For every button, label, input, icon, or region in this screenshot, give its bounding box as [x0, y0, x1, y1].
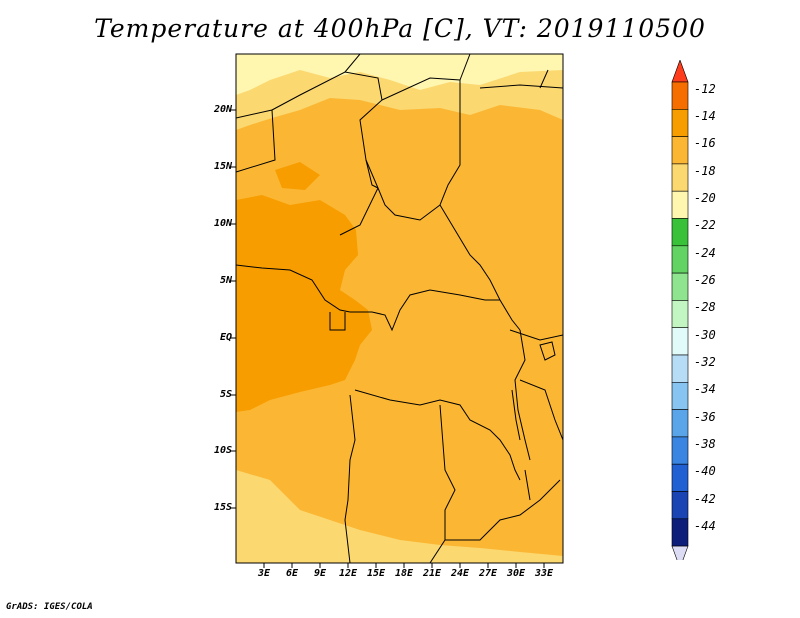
- lat-label: 15S: [213, 502, 232, 513]
- lon-label: 18E: [394, 568, 414, 579]
- lat-label: 5S: [219, 389, 232, 400]
- colorbar-label: -44: [694, 519, 716, 533]
- colorbar-label: -36: [694, 410, 716, 424]
- colorbar-label: -26: [694, 273, 716, 287]
- footer-credit: GrADS: IGES/COLA: [6, 602, 93, 612]
- map-frame: [235, 53, 564, 564]
- lon-label: 33E: [534, 568, 554, 579]
- colorbar-label: -28: [694, 300, 716, 314]
- temp-band-14-west: [236, 195, 372, 412]
- colorbar-segment: [671, 409, 689, 438]
- lat-label: 5N: [219, 275, 232, 286]
- lon-label: 30E: [506, 568, 526, 579]
- colorbar-label: -12: [694, 82, 716, 96]
- lon-label: 21E: [422, 568, 442, 579]
- colorbar-label: -22: [694, 218, 716, 232]
- lon-label: 15E: [366, 568, 386, 579]
- colorbar-segment: [671, 81, 689, 110]
- lakes: [511, 341, 556, 501]
- colorbar-segment: [671, 163, 689, 192]
- colorbar-label: -40: [694, 464, 716, 478]
- lon-tick-marks: [263, 563, 545, 568]
- colorbar-label: -18: [694, 164, 716, 178]
- lon-label: 3E: [257, 568, 271, 579]
- colorbar-segment: [671, 436, 689, 465]
- colorbar-segment: [671, 136, 689, 165]
- colorbar-bottom-arrow: [671, 545, 689, 560]
- lat-tick-marks: [230, 109, 236, 509]
- colorbar-label: -14: [694, 109, 716, 123]
- lat-label: 20N: [213, 104, 232, 115]
- colorbar-segment: [671, 463, 689, 492]
- colorbar-label: -24: [694, 246, 716, 260]
- colorbar-segment: [671, 354, 689, 383]
- colorbar-segment: [671, 518, 689, 547]
- colorbar-label: -34: [694, 382, 716, 396]
- colorbar-segment: [671, 218, 689, 247]
- country-borders: [236, 54, 563, 563]
- colorbar-segment: [671, 491, 689, 520]
- temp-band-20-north: [236, 54, 563, 95]
- colorbar-label: -16: [694, 136, 716, 150]
- lon-label: 24E: [450, 568, 470, 579]
- colorbar-segment: [671, 327, 689, 356]
- colorbar-top-arrow: [671, 60, 689, 83]
- lat-label: EQ: [219, 332, 232, 343]
- colorbar-label: -38: [694, 437, 716, 451]
- chart-title: Temperature at 400hPa [C], VT: 201911050…: [94, 14, 706, 43]
- colorbar-label: -20: [694, 191, 716, 205]
- lon-label: 6E: [285, 568, 299, 579]
- colorbar-segment: [671, 245, 689, 274]
- colorbar-label: -30: [694, 328, 716, 342]
- colorbar: [671, 60, 689, 560]
- temp-band-14-patch: [275, 162, 320, 190]
- colorbar-segment: [671, 300, 689, 328]
- colorbar-segment: [671, 381, 689, 410]
- colorbar-segment: [671, 272, 689, 301]
- lat-label: 10N: [213, 218, 232, 229]
- temp-band-18-south: [236, 470, 563, 563]
- colorbar-label: -32: [694, 355, 716, 369]
- lon-label: 27E: [478, 568, 498, 579]
- colorbar-label: -42: [694, 492, 716, 506]
- colorbar-segment: [671, 108, 689, 137]
- lon-label: 12E: [338, 568, 358, 579]
- lat-label: 15N: [213, 161, 232, 172]
- lon-label: 9E: [313, 568, 327, 579]
- colorbar-segment: [671, 190, 689, 219]
- lat-label: 10S: [213, 445, 232, 456]
